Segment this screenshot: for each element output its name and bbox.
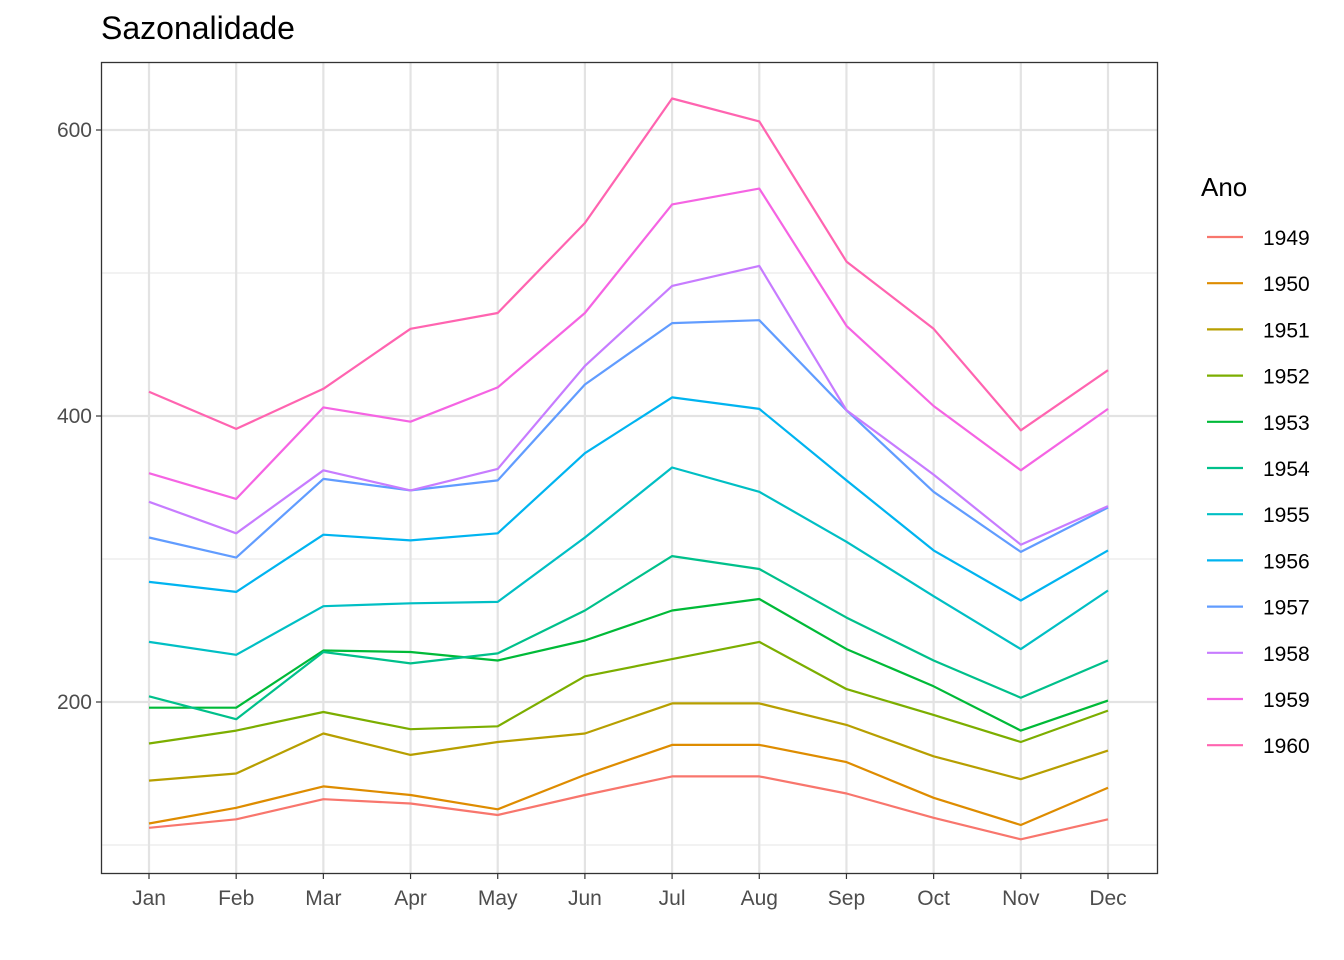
series-line-1959 <box>148 187 1109 500</box>
legend-label-1953: 1953 <box>1263 412 1310 435</box>
series-line-1949 <box>148 775 1109 841</box>
x-tick-label: Nov <box>1002 887 1040 910</box>
series-line-1957 <box>148 319 1109 559</box>
x-tick-label: Oct <box>917 887 950 910</box>
series-line-1952 <box>148 640 1109 745</box>
series-line-1954 <box>148 554 1109 721</box>
series-line-1953 <box>149 597 1109 732</box>
legend-label-1958: 1958 <box>1263 643 1310 666</box>
y-axis: 200 400 600 <box>57 119 102 714</box>
y-tick-label: 200 <box>57 691 92 714</box>
y-tick-label: 600 <box>57 119 92 142</box>
series-lines <box>148 97 1109 841</box>
panel-border <box>100 61 1159 875</box>
x-tick-label: Jun <box>568 887 602 910</box>
legend-label-1954: 1954 <box>1263 458 1310 481</box>
series-line-1951 <box>148 702 1109 782</box>
legend-label-1960: 1960 <box>1263 735 1310 758</box>
panel-grid <box>102 63 1157 873</box>
x-tick-label: Aug <box>741 887 778 910</box>
legend-label-1951: 1951 <box>1263 319 1310 342</box>
series-line-1950 <box>148 743 1109 827</box>
legend-label-1957: 1957 <box>1263 597 1310 620</box>
x-tick-label: Mar <box>305 887 341 910</box>
legend-label-1950: 1950 <box>1263 273 1310 296</box>
legend-label-1952: 1952 <box>1263 366 1310 389</box>
x-tick-label: Jan <box>132 887 166 910</box>
series-line-1958 <box>148 264 1109 546</box>
legend-label-1956: 1956 <box>1263 550 1310 573</box>
legend-label-1955: 1955 <box>1263 504 1310 527</box>
legend-title: Ano <box>1201 172 1247 202</box>
series-line-1955 <box>148 466 1109 656</box>
x-axis: Jan Feb Mar Apr May Jun Jul Aug Sep Oct Nov Dec <box>132 873 1127 910</box>
chart-title: Sazonalidade <box>101 10 295 46</box>
x-tick-label: Dec <box>1089 887 1126 910</box>
x-tick-label: Apr <box>394 887 427 910</box>
legend: Ano 1949 1950 1951 1952 1953 1954 1955 1956 1957… <box>1201 172 1310 758</box>
legend-label-1959: 1959 <box>1263 689 1310 712</box>
x-tick-label: Sep <box>828 887 865 910</box>
legend-items: 1949 1950 1951 1952 1953 1954 1955 1956 1957 1958… <box>1207 227 1310 758</box>
x-tick-label: May <box>478 887 518 910</box>
legend-label-1949: 1949 <box>1263 227 1310 250</box>
series-line-1960 <box>148 97 1109 432</box>
series-line-1956 <box>148 396 1109 602</box>
x-tick-label: Feb <box>218 887 254 910</box>
x-tick-label: Jul <box>659 887 686 910</box>
y-tick-label: 400 <box>57 405 92 428</box>
